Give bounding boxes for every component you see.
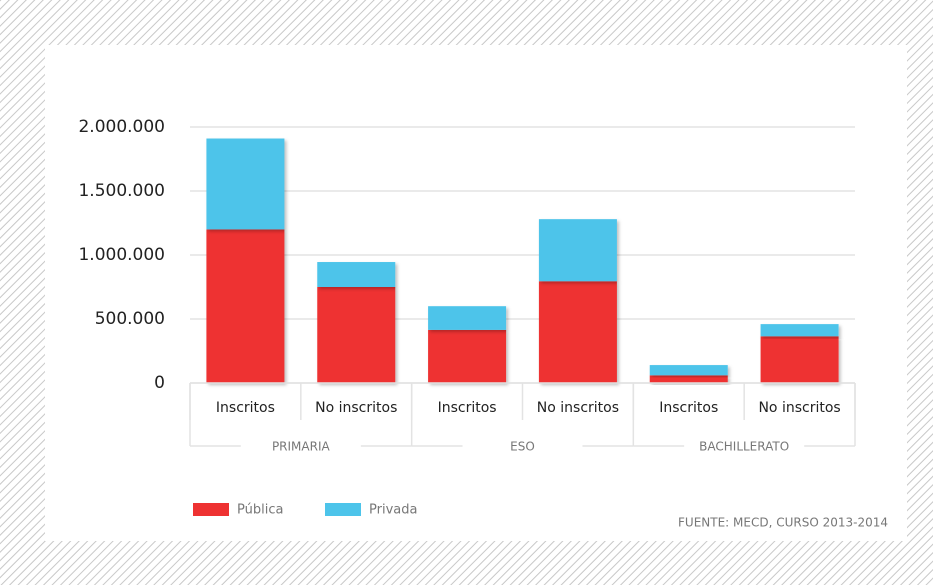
- source: FUENTE: MECD, CURSO 2013-2014: [678, 516, 888, 530]
- bar-segment: [317, 262, 396, 287]
- group-label: ESO: [510, 440, 535, 454]
- x-tick-label: Inscritos: [659, 400, 718, 416]
- y-tick-label: 500.000: [95, 309, 165, 329]
- bar-segment: [206, 229, 285, 383]
- group-label: BACHILLERATO: [699, 440, 789, 454]
- bar-segment: [538, 281, 617, 383]
- y-tick-label: 0: [154, 373, 165, 393]
- bar-segment: [649, 365, 728, 376]
- bar-segment: [206, 138, 285, 230]
- x-tick-label: Inscritos: [216, 400, 275, 416]
- legend-label: Pública: [237, 503, 283, 518]
- legend-label: Privada: [369, 503, 417, 518]
- y-tick-label: 2.000.000: [78, 117, 165, 137]
- y-tick-label: 1.500.000: [78, 181, 165, 201]
- x-tick-label: No inscritos: [537, 400, 619, 416]
- bar-segment: [317, 287, 396, 383]
- legend-swatch: [325, 503, 361, 516]
- bar-segment: [760, 336, 839, 383]
- x-tick-label: No inscritos: [758, 400, 840, 416]
- x-tick-label: Inscritos: [438, 400, 497, 416]
- bar-segment: [428, 329, 507, 383]
- bar-segment: [428, 306, 507, 330]
- y-tick-label: 1.000.000: [78, 245, 165, 265]
- panel: [45, 45, 907, 541]
- group-label: PRIMARIA: [272, 440, 331, 454]
- bar-segment: [538, 219, 617, 282]
- x-tick-label: No inscritos: [315, 400, 397, 416]
- legend-swatch: [193, 503, 229, 516]
- bar-segment: [649, 375, 728, 383]
- bar-segment: [760, 324, 839, 337]
